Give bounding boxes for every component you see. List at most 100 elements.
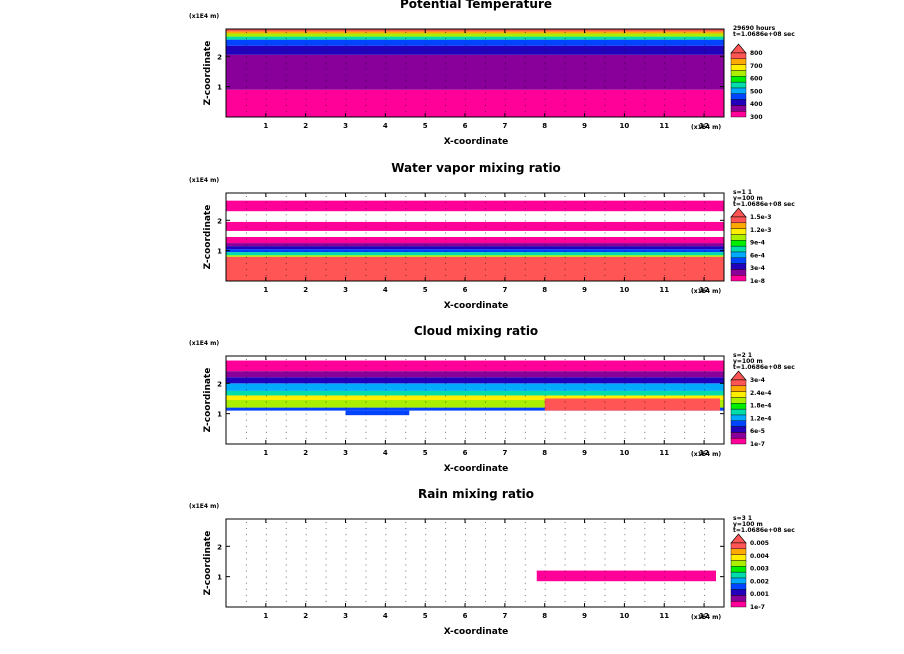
grid-dot bbox=[484, 32, 486, 34]
field-layer bbox=[226, 237, 724, 244]
grid-dot bbox=[265, 50, 267, 52]
grid-dot bbox=[684, 226, 686, 228]
grid-dot bbox=[405, 564, 407, 566]
grid-dot bbox=[245, 552, 247, 554]
grid-dot bbox=[624, 419, 626, 421]
grid-dot bbox=[305, 425, 307, 427]
grid-dot bbox=[345, 214, 347, 216]
colorbar-swatch bbox=[730, 87, 747, 94]
grid-dot bbox=[524, 395, 526, 397]
grid-dot bbox=[684, 104, 686, 106]
grid-dot bbox=[604, 44, 606, 46]
grid-dot bbox=[245, 407, 247, 409]
colorbar-swatch bbox=[730, 52, 747, 60]
colorbar-label: 2.4e-4 bbox=[750, 390, 771, 397]
grid-dot bbox=[624, 68, 626, 70]
grid-dot bbox=[385, 431, 387, 433]
grid-dot bbox=[564, 528, 566, 530]
grid-dot bbox=[345, 262, 347, 264]
grid-dot bbox=[504, 534, 506, 536]
grid-dot bbox=[385, 582, 387, 584]
colorbar-swatch bbox=[730, 58, 747, 65]
grid-dot bbox=[684, 80, 686, 82]
grid-dot bbox=[365, 564, 367, 566]
grid-dot bbox=[484, 196, 486, 198]
grid-dot bbox=[584, 600, 586, 602]
grid-dot bbox=[405, 371, 407, 373]
grid-dot bbox=[664, 552, 666, 554]
grid-dot bbox=[345, 564, 347, 566]
grid-dot bbox=[564, 594, 566, 596]
colorbar-label: 3e-4 bbox=[750, 377, 765, 384]
grid-dot bbox=[644, 522, 646, 524]
grid-dot bbox=[644, 98, 646, 100]
grid-dot bbox=[345, 220, 347, 222]
grid-dot bbox=[584, 365, 586, 367]
grid-dot bbox=[365, 196, 367, 198]
grid-dot bbox=[345, 534, 347, 536]
grid-dot bbox=[644, 86, 646, 88]
grid-dot bbox=[465, 56, 467, 58]
grid-dot bbox=[245, 377, 247, 379]
grid-dot bbox=[524, 262, 526, 264]
grid-dot bbox=[405, 256, 407, 258]
grid-dot bbox=[265, 600, 267, 602]
x-tick-label: 11 bbox=[659, 286, 669, 294]
grid-dot bbox=[325, 552, 327, 554]
grid-dot bbox=[604, 214, 606, 216]
grid-dot bbox=[405, 594, 407, 596]
grid-dot bbox=[405, 570, 407, 572]
grid-dot bbox=[584, 413, 586, 415]
grid-dot bbox=[644, 365, 646, 367]
grid-dot bbox=[325, 528, 327, 530]
grid-dot bbox=[664, 50, 666, 52]
grid-dot bbox=[544, 558, 546, 560]
grid-dot bbox=[385, 104, 387, 106]
x-tick-label: 8 bbox=[542, 286, 547, 294]
grid-dot bbox=[325, 371, 327, 373]
grid-dot bbox=[504, 92, 506, 94]
grid-dot bbox=[385, 401, 387, 403]
grid-dot bbox=[345, 582, 347, 584]
grid-dot bbox=[245, 98, 247, 100]
grid-dot bbox=[445, 68, 447, 70]
grid-dot bbox=[544, 232, 546, 234]
grid-dot bbox=[445, 600, 447, 602]
grid-dot bbox=[484, 383, 486, 385]
grid-dot bbox=[305, 68, 307, 70]
grid-dot bbox=[345, 244, 347, 246]
grid-dot bbox=[564, 540, 566, 542]
grid-dot bbox=[704, 534, 706, 536]
grid-dot bbox=[445, 274, 447, 276]
grid-dot bbox=[504, 383, 506, 385]
x-unit-label: (x1E4 m) bbox=[691, 288, 721, 295]
grid-dot bbox=[385, 232, 387, 234]
grid-dot bbox=[305, 232, 307, 234]
grid-dot bbox=[564, 413, 566, 415]
grid-dot bbox=[365, 546, 367, 548]
grid-dot bbox=[504, 86, 506, 88]
colorbar-label: 400 bbox=[750, 101, 763, 108]
grid-dot bbox=[644, 44, 646, 46]
grid-dot bbox=[624, 56, 626, 58]
grid-dot bbox=[405, 576, 407, 578]
grid-dot bbox=[624, 389, 626, 391]
grid-dot bbox=[465, 570, 467, 572]
grid-dot bbox=[564, 110, 566, 112]
grid-dot bbox=[305, 534, 307, 536]
grid-dot bbox=[704, 570, 706, 572]
grid-dot bbox=[524, 528, 526, 530]
grid-dot bbox=[465, 540, 467, 542]
grid-dot bbox=[365, 232, 367, 234]
grid-dot bbox=[445, 534, 447, 536]
grid-dot bbox=[325, 208, 327, 210]
grid-dot bbox=[285, 437, 287, 439]
grid-dot bbox=[285, 365, 287, 367]
grid-dot bbox=[524, 208, 526, 210]
grid-dot bbox=[445, 522, 447, 524]
grid-dot bbox=[484, 62, 486, 64]
grid-dot bbox=[245, 50, 247, 52]
grid-dot bbox=[405, 104, 407, 106]
grid-dot bbox=[325, 401, 327, 403]
